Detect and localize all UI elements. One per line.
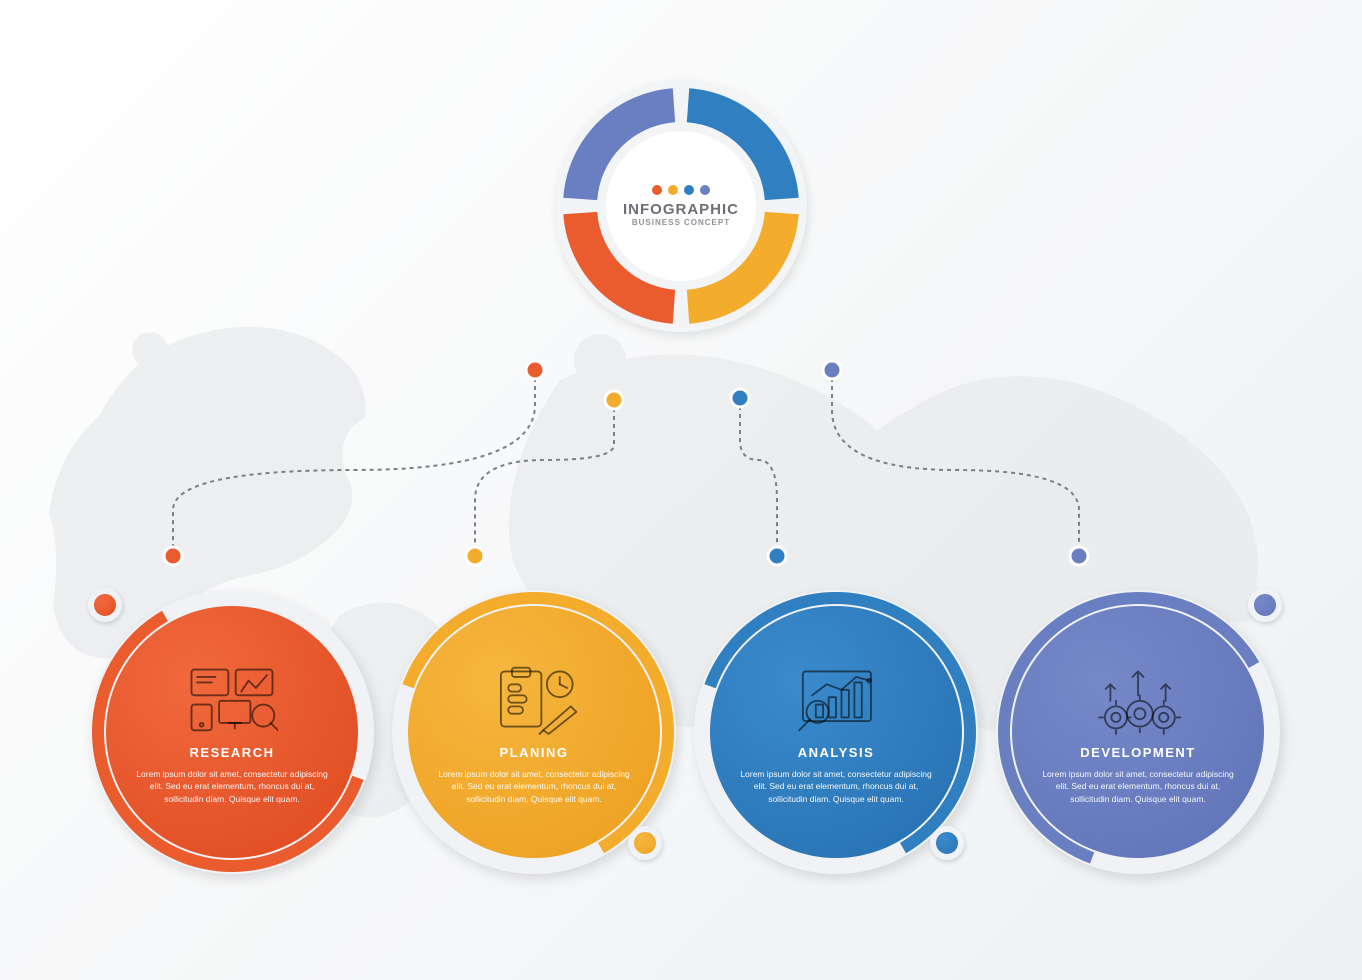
- hub-title: INFOGRAPHIC: [623, 201, 739, 218]
- bubble-development: DEVELOPMENT Lorem ipsum dolor sit amet, …: [996, 590, 1280, 874]
- accent-dot: [930, 826, 964, 860]
- bubble-title: ANALYSIS: [798, 745, 875, 760]
- clipboard-icon: [488, 663, 580, 735]
- devices-icon: [186, 663, 278, 735]
- bubble-desc: Lorem ipsum dolor sit amet, consectetur …: [136, 768, 328, 805]
- bubble-desc: Lorem ipsum dolor sit amet, consectetur …: [1042, 768, 1234, 805]
- chartsearch-icon: [790, 663, 882, 735]
- hub-center: INFOGRAPHIC BUSINESS CONCEPT: [606, 131, 756, 281]
- accent-dot: [628, 826, 662, 860]
- bubble-title: PLANING: [500, 745, 569, 760]
- hub-donut: INFOGRAPHIC BUSINESS CONCEPT: [555, 80, 807, 332]
- bubble-fill: PLANING Lorem ipsum dolor sit amet, cons…: [408, 606, 660, 858]
- hub-subtitle: BUSINESS CONCEPT: [632, 218, 730, 227]
- accent-dot: [1248, 588, 1282, 622]
- bubble-title: RESEARCH: [190, 745, 275, 760]
- accent-dot: [88, 588, 122, 622]
- bubble-fill: ANALYSIS Lorem ipsum dolor sit amet, con…: [710, 606, 962, 858]
- bubble-analysis: ANALYSIS Lorem ipsum dolor sit amet, con…: [694, 590, 978, 874]
- bubble-fill: DEVELOPMENT Lorem ipsum dolor sit amet, …: [1012, 606, 1264, 858]
- hub-color-dots: [652, 185, 710, 195]
- bubble-desc: Lorem ipsum dolor sit amet, consectetur …: [438, 768, 630, 805]
- infographic-stage: INFOGRAPHIC BUSINESS CONCEPT RESEARCH Lo…: [0, 0, 1362, 980]
- bubble-research: RESEARCH Lorem ipsum dolor sit amet, con…: [90, 590, 374, 874]
- gearsup-icon: [1092, 663, 1184, 735]
- bubble-desc: Lorem ipsum dolor sit amet, consectetur …: [740, 768, 932, 805]
- bubble-fill: RESEARCH Lorem ipsum dolor sit amet, con…: [106, 606, 358, 858]
- bubble-planing: PLANING Lorem ipsum dolor sit amet, cons…: [392, 590, 676, 874]
- bubble-title: DEVELOPMENT: [1080, 745, 1195, 760]
